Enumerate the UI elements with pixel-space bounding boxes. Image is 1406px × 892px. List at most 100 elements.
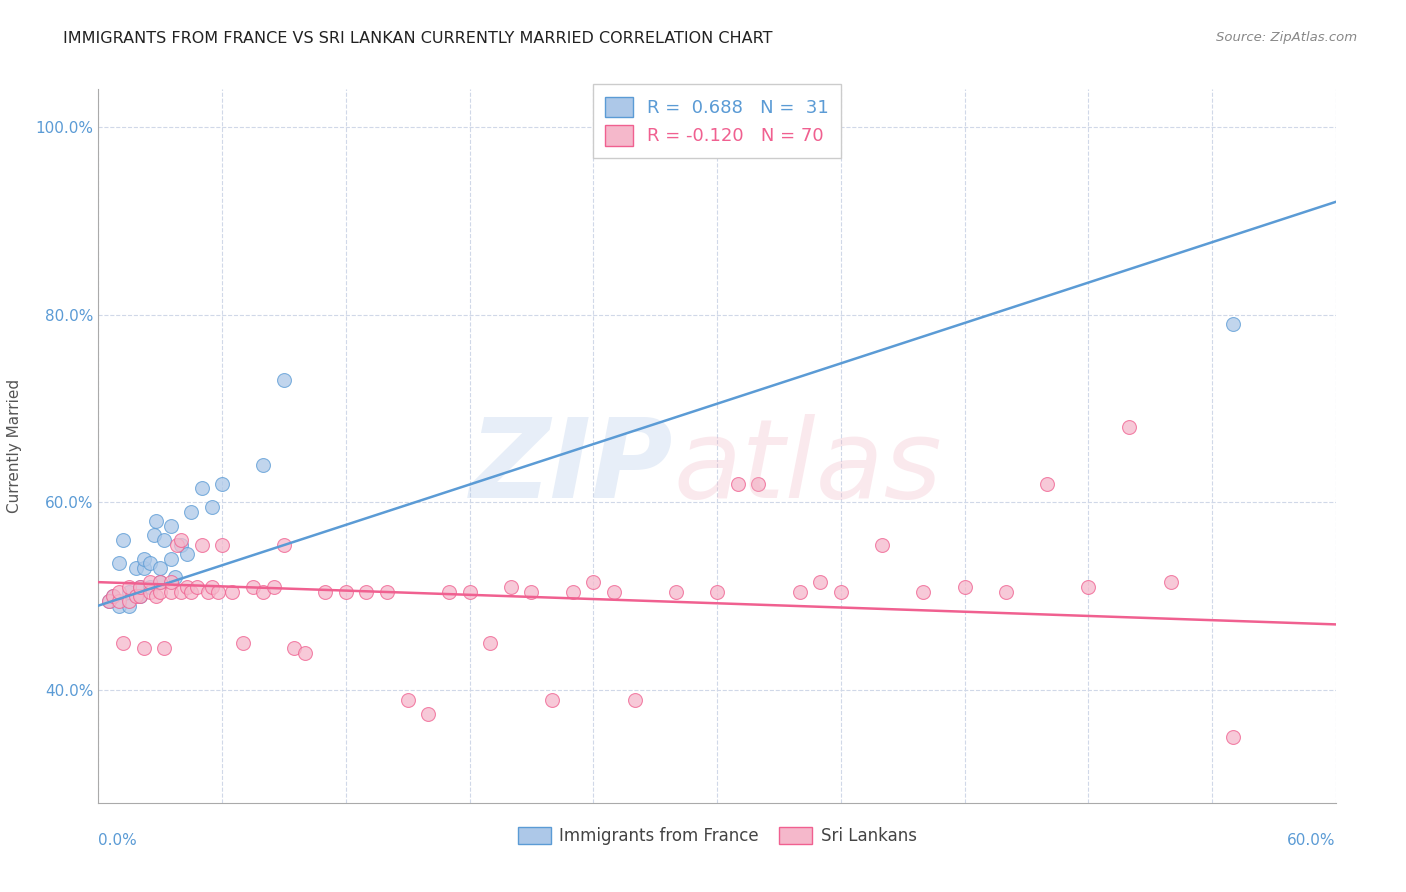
Point [283,640,305,655]
Point [139,584,162,599]
Point [132,561,155,575]
Point [149,561,172,575]
Point [180,584,202,599]
Point [149,584,172,599]
Point [112,636,135,650]
Point [170,584,193,599]
Point [335,584,357,599]
Point [207,584,229,599]
Point [499,580,522,594]
Point [159,551,181,566]
Point [159,575,181,590]
Text: IMMIGRANTS FROM FRANCE VS SRI LANKAN CURRENTLY MARRIED CORRELATION CHART: IMMIGRANTS FROM FRANCE VS SRI LANKAN CUR… [63,31,773,46]
Point [108,584,131,599]
Y-axis label: Currently Married: Currently Married [7,379,21,513]
Point [1222,730,1244,744]
Point [139,557,162,571]
Text: 60.0%: 60.0% [1288,833,1336,848]
Point [186,580,208,594]
Point [232,636,254,650]
Point [101,589,124,603]
Point [128,580,150,594]
Point [145,589,167,603]
Point [132,640,155,655]
Point [118,594,141,608]
Point [994,584,1017,599]
Point [124,561,146,575]
Point [190,481,212,495]
Point [145,514,167,528]
Text: ZIP: ZIP [470,414,673,521]
Point [830,584,852,599]
Point [665,584,688,599]
Point [132,551,155,566]
Point [1160,575,1182,590]
Point [706,584,728,599]
Point [97,594,120,608]
Point [1118,420,1140,434]
Point [97,594,120,608]
Point [118,584,141,599]
Point [180,505,202,519]
Point [153,533,176,547]
Point [176,580,198,594]
Point [128,589,150,603]
Point [128,580,150,594]
Point [166,538,188,552]
Point [118,580,141,594]
Point [112,533,135,547]
Point [623,692,645,706]
Point [149,575,172,590]
Text: Source: ZipAtlas.com: Source: ZipAtlas.com [1216,31,1357,45]
Text: atlas: atlas [673,414,942,521]
Point [870,538,893,552]
Point [314,584,336,599]
Point [1077,580,1099,594]
Point [170,538,193,552]
Point [1036,476,1059,491]
Point [108,594,131,608]
Point [294,646,316,660]
Point [190,538,212,552]
Point [139,580,162,594]
Point [153,640,176,655]
Point [211,476,233,491]
Point [458,584,481,599]
Point [252,584,274,599]
Point [912,584,935,599]
Point [727,476,749,491]
Point [108,599,131,613]
Point [561,584,583,599]
Point [1222,317,1244,331]
Point [201,500,224,514]
Point [273,538,295,552]
Point [747,476,769,491]
Point [176,547,198,561]
Point [479,636,502,650]
Point [437,584,460,599]
Point [789,584,811,599]
Point [273,373,295,387]
Point [159,584,181,599]
Point [108,557,131,571]
Point [163,570,186,584]
Point [953,580,976,594]
Point [143,528,166,542]
Point [252,458,274,472]
Point [211,538,233,552]
Point [139,575,162,590]
Point [159,518,181,533]
Point [808,575,831,590]
Point [242,580,264,594]
Text: 0.0%: 0.0% [98,833,138,848]
Point [149,575,172,590]
Point [520,584,543,599]
Point [170,533,193,547]
Point [396,692,419,706]
Point [375,584,398,599]
Point [128,589,150,603]
Legend: Immigrants from France, Sri Lankans: Immigrants from France, Sri Lankans [510,820,924,852]
Point [221,584,243,599]
Point [263,580,285,594]
Point [101,589,124,603]
